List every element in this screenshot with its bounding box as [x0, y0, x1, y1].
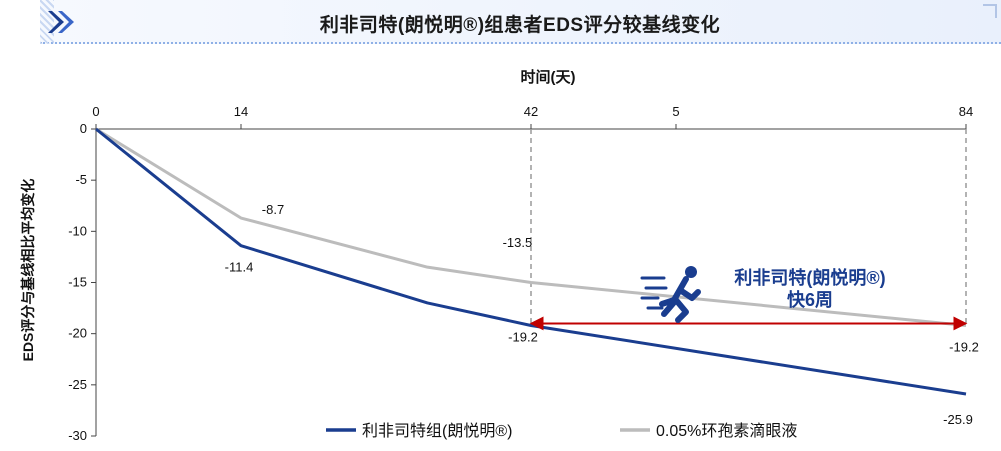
data-label: -13.5 [503, 235, 533, 250]
y-tick-label: -25 [68, 377, 87, 392]
y-tick-label: -30 [68, 428, 87, 443]
y-tick-label: -15 [68, 275, 87, 290]
x-axis-label: 时间(天) [521, 68, 576, 86]
legend-label: 0.05%环孢素滴眼液 [656, 422, 797, 440]
annotation-title: 利非司特(朗悦明®) [734, 267, 885, 288]
y-tick-label: -20 [68, 326, 87, 341]
y-axis-label: EDS评分与基线相比平均变化 [20, 179, 36, 362]
x-tick-label: 14 [234, 104, 248, 119]
data-label: -8.7 [262, 202, 284, 217]
data-label: -19.2 [508, 329, 538, 344]
runner-body [662, 279, 698, 320]
y-tick-label: -5 [75, 172, 87, 187]
data-label: -25.9 [943, 412, 973, 427]
y-tick-label: 0 [80, 121, 87, 136]
data-label: -11.4 [225, 260, 254, 275]
annotation-subtitle: 快6周 [787, 289, 833, 310]
legend-label: 利非司特组(朗悦明®) [362, 422, 512, 440]
x-tick-label: 5 [672, 104, 679, 119]
x-tick-label: 42 [524, 104, 538, 119]
x-tick-label: 84 [959, 104, 973, 119]
x-tick-label: 0 [92, 104, 99, 119]
data-label: -19.2 [949, 339, 979, 354]
y-tick-label: -10 [68, 223, 87, 238]
